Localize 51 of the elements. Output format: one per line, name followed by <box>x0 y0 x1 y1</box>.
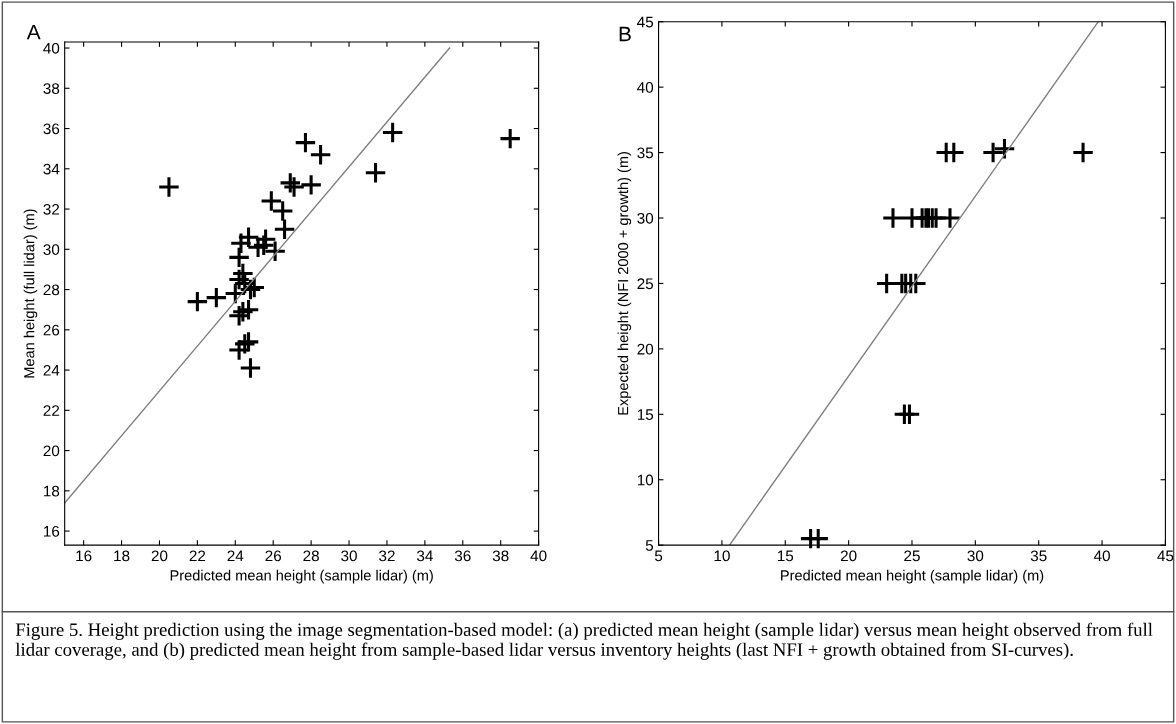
y-tick-label: 20 <box>43 445 60 457</box>
x-axis-title: Predicted mean height (sample lidar) (m) <box>781 569 1044 584</box>
x-tick-label: 38 <box>492 550 509 562</box>
y-tick-label: 26 <box>43 324 60 336</box>
x-tick-label: 20 <box>151 550 168 562</box>
x-tick-label: 36 <box>454 550 471 562</box>
x-tick-label: 40 <box>530 550 547 562</box>
y-tick-label: 5 <box>645 540 654 551</box>
y-tick-label: 30 <box>637 212 654 224</box>
x-tick-label: 30 <box>341 550 357 562</box>
y-tick-label: 18 <box>43 485 60 497</box>
x-tick-label: 45 <box>1157 550 1174 562</box>
y-tick-label: 10 <box>637 474 654 486</box>
x-tick-label: 35 <box>1030 550 1047 562</box>
x-tick-label: 34 <box>416 550 433 562</box>
x-tick-label: 32 <box>379 550 395 562</box>
x-tick-label: 26 <box>265 550 282 562</box>
y-tick-label: 35 <box>637 147 654 159</box>
y-tick-label: 40 <box>637 82 654 93</box>
chart-title: A <box>26 24 41 40</box>
x-tick-label: 30 <box>967 550 984 562</box>
x-axis-title: Predicted mean height (sample lidar) (m) <box>170 569 433 584</box>
y-tick-label: 22 <box>43 405 60 416</box>
x-tick-label: 20 <box>840 550 857 562</box>
y-tick-label: 16 <box>43 525 60 537</box>
y-tick-label: 36 <box>43 123 60 135</box>
x-tick-label: 24 <box>227 550 244 562</box>
y-tick-label: 30 <box>43 244 60 255</box>
y-tick-label: 28 <box>43 284 60 296</box>
y-tick-label: 24 <box>43 364 60 376</box>
x-tick-label: 10 <box>714 550 730 562</box>
x-tick-label: 40 <box>1093 550 1110 562</box>
x-tick-label: 25 <box>904 550 920 562</box>
chart-title: B <box>619 26 631 42</box>
x-tick-label: 16 <box>76 550 92 562</box>
y-tick-label: 15 <box>637 409 654 420</box>
y-tick-label: 25 <box>637 278 654 290</box>
x-tick-label: 18 <box>114 550 130 562</box>
y-tick-label: 34 <box>43 163 60 175</box>
y-tick-label: 40 <box>43 42 60 54</box>
y-axis-title: Expected height (NFI 2000 + growth) (m) <box>617 152 632 415</box>
x-tick-label: 5 <box>654 550 663 562</box>
y-tick-label: 20 <box>637 343 654 355</box>
x-tick-label: 15 <box>777 550 794 562</box>
y-tick-label: 45 <box>637 16 654 28</box>
x-tick-label: 28 <box>303 550 319 562</box>
x-tick-label: 22 <box>189 550 206 562</box>
y-axis-title: Mean height (full lidar) (m) <box>23 209 38 378</box>
caption: Figure 5. Height prediction using the image segmentation-based model: (a) predicted mean height (sample lidar) versus mean height observed from full lidar coverage, and (b) predicted mean height from sample-based lidar versus inventory heights (last NFI + growth obtained from SI-curves). <box>15 622 1153 660</box>
y-tick-label: 32 <box>43 203 60 215</box>
y-tick-label: 38 <box>43 83 60 94</box>
